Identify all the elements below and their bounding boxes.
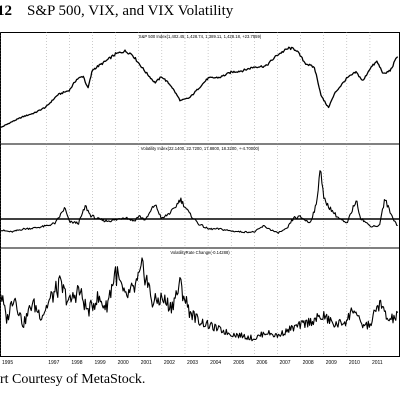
chart-credit: rt Courtesy of MetaStock. bbox=[0, 372, 146, 387]
x-tick-label: 2002 bbox=[164, 360, 175, 366]
vix-volatility-panel-title: VolatilityRate Change(-0.14288) bbox=[170, 250, 230, 255]
chart-frame bbox=[0, 32, 400, 357]
x-tick-label: 2006 bbox=[256, 360, 267, 366]
x-tick-label: 2005 bbox=[233, 360, 244, 366]
x-tick-label: 1997 bbox=[48, 360, 59, 366]
x-tick-label: 2000 bbox=[118, 360, 129, 366]
x-tick-label: 1998 bbox=[71, 360, 82, 366]
sp500-panel-title: S&P 500 Index(1,402.45, 1,428.74, 1,389.… bbox=[139, 34, 262, 39]
vix-series-line bbox=[0, 170, 398, 234]
figure-title: S&P 500, VIX, and VIX Volatility bbox=[27, 3, 234, 19]
x-tick-label: 2004 bbox=[210, 360, 221, 366]
figure-number: 12 bbox=[0, 3, 12, 19]
figure-heading: 12 S&P 500, VIX, and VIX Volatility bbox=[0, 0, 400, 24]
x-tick-label: 2010 bbox=[349, 360, 360, 366]
x-tick-label: 2001 bbox=[141, 360, 152, 366]
x-tick-label: 2008 bbox=[303, 360, 314, 366]
x-tick-label: 2007 bbox=[279, 360, 290, 366]
vix-volatility-series-line bbox=[0, 257, 399, 342]
x-tick-label: 2009 bbox=[326, 360, 337, 366]
sp500-series-line bbox=[0, 46, 399, 129]
vix-panel-title: Volatility Index(22.1400, 22.7200, 17.88… bbox=[141, 146, 260, 151]
x-tick-label: 2003 bbox=[187, 360, 198, 366]
chart-canvas: 1995 1997 1998 1999 2000 2001 2002 2003 2004 2005… bbox=[0, 32, 400, 366]
x-tick-label: 1999 bbox=[94, 360, 105, 366]
x-tick-label: 1995 bbox=[2, 360, 13, 366]
x-tick-label: 2011 bbox=[372, 360, 383, 366]
